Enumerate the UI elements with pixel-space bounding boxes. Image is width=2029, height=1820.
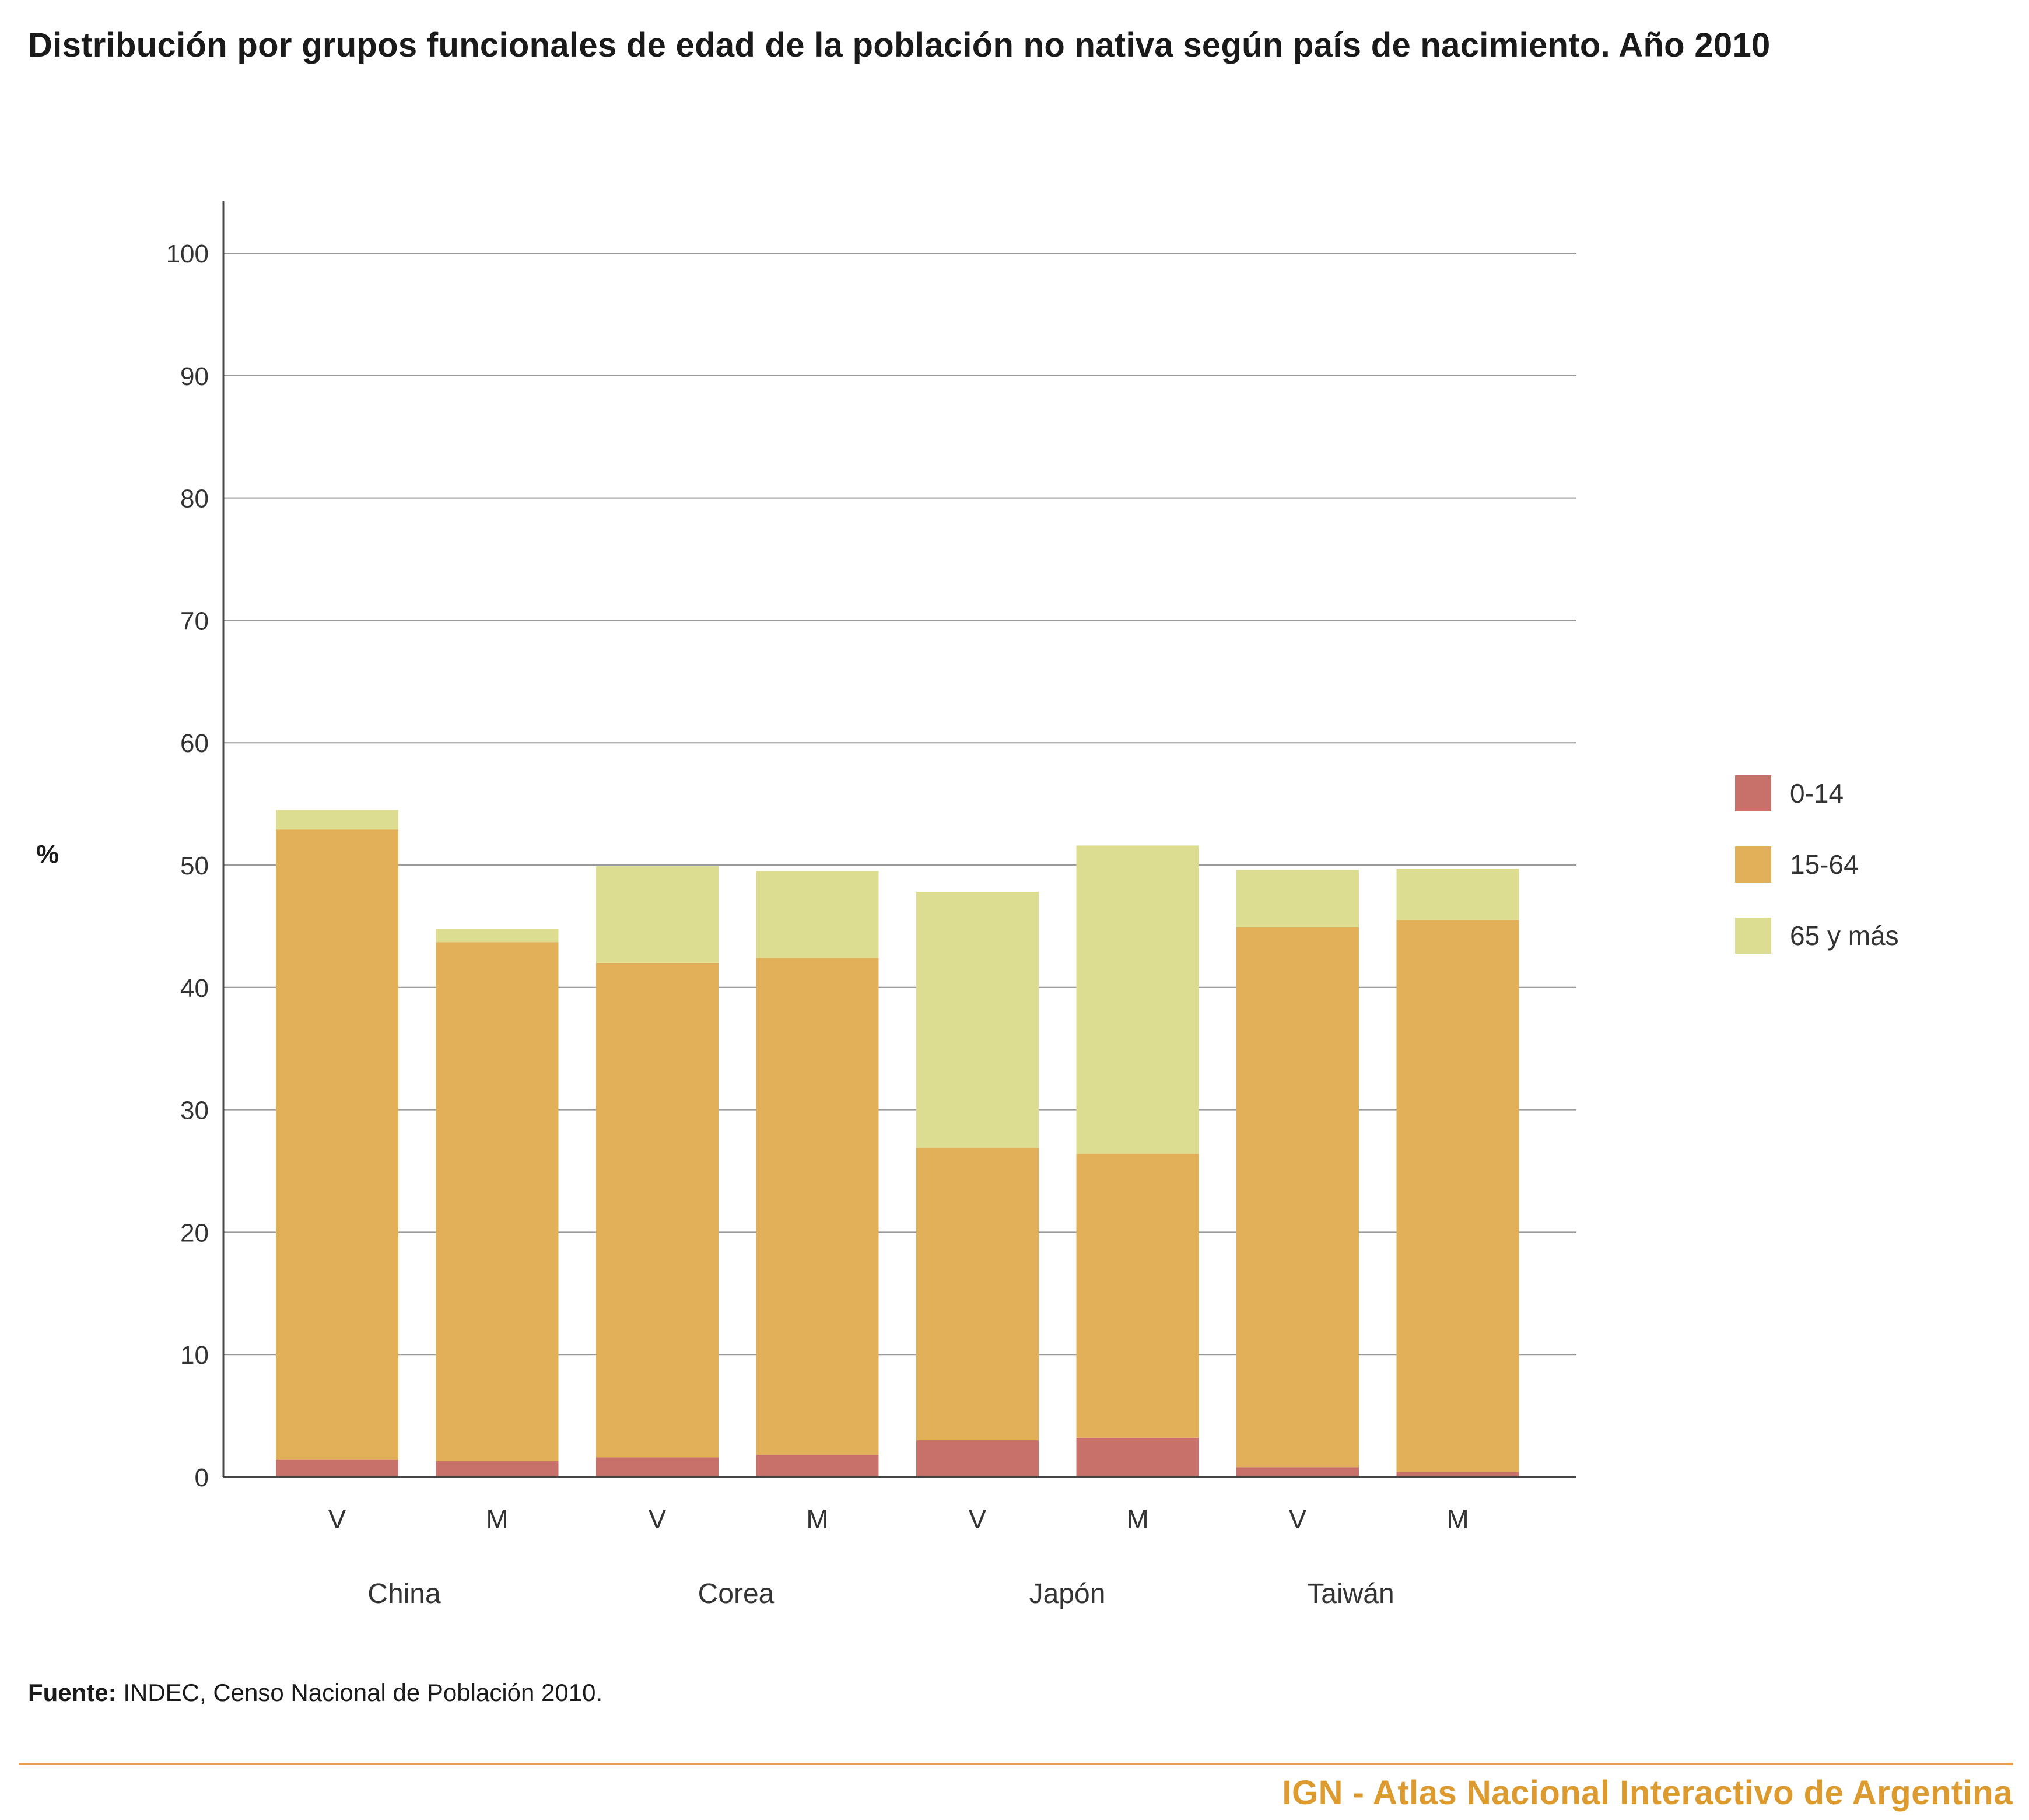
bar-3-series-2 <box>756 871 879 958</box>
bar-6-series-2 <box>1236 870 1359 928</box>
group-label-1: Corea <box>698 1578 775 1609</box>
bar-3-series-0 <box>756 1455 879 1477</box>
x-tick-label-4: V <box>969 1504 987 1534</box>
source-label: Fuente: <box>28 1679 117 1706</box>
y-tick-label-90: 90 <box>180 362 209 391</box>
bar-4-series-1 <box>916 1147 1039 1441</box>
bar-6-series-0 <box>1236 1467 1359 1477</box>
x-tick-label-7: M <box>1446 1504 1469 1534</box>
legend-label-0-14: 0-14 <box>1790 778 1844 808</box>
source-note: Fuente: INDEC, Censo Nacional de Poblaci… <box>28 1679 602 1707</box>
legend-swatch-15-64 <box>1735 846 1771 883</box>
axes <box>222 201 1576 1478</box>
y-tick-label-0: 0 <box>195 1464 209 1492</box>
bar-2-series-0 <box>596 1457 719 1477</box>
bar-7-series-1 <box>1396 920 1519 1472</box>
bar-1-series-1 <box>436 942 559 1461</box>
bar-4-series-2 <box>916 892 1039 1148</box>
bar-2-series-2 <box>596 866 719 963</box>
source-text: INDEC, Censo Nacional de Población 2010. <box>116 1679 603 1706</box>
legend-item-15-64: 15-64 <box>1735 841 1899 888</box>
bar-7-series-2 <box>1396 869 1519 921</box>
bar-0-series-0 <box>276 1460 398 1477</box>
y-tick-label-30: 30 <box>180 1097 209 1125</box>
x-tick-label-1: M <box>486 1504 508 1534</box>
y-axis-label: % <box>36 840 59 869</box>
legend-item-65-y-mas: 65 y más <box>1735 912 1899 959</box>
bar-2-series-1 <box>596 963 719 1458</box>
legend-label-15-64: 15-64 <box>1790 849 1859 880</box>
group-label-2: Japón <box>1029 1578 1106 1609</box>
y-tick-label-40: 40 <box>180 974 209 1003</box>
x-tick-label-0: V <box>328 1504 346 1534</box>
y-tick-label-20: 20 <box>180 1219 209 1247</box>
bar-6-series-1 <box>1236 927 1359 1468</box>
gridlines <box>223 253 1576 1356</box>
chart-title: Distribución por grupos funcionales de e… <box>28 26 1771 64</box>
legend-label-65-y-mas: 65 y más <box>1790 921 1899 951</box>
bar-4-series-0 <box>916 1440 1039 1477</box>
bar-5-series-0 <box>1076 1437 1199 1477</box>
y-tick-label-80: 80 <box>180 485 209 513</box>
y-tick-label-10: 10 <box>180 1341 209 1370</box>
bar-1-series-0 <box>436 1461 559 1477</box>
footer-divider <box>19 1763 2013 1765</box>
footer-credit: IGN - Atlas Nacional Interactivo de Arge… <box>1282 1774 2013 1812</box>
legend-swatch-0-14 <box>1735 775 1771 811</box>
bar-5-series-2 <box>1076 845 1199 1154</box>
legend-swatch-65-y-mas <box>1735 918 1771 954</box>
legend: 0-14 15-64 65 y más <box>1735 770 1899 984</box>
bar-1-series-2 <box>436 929 559 943</box>
bars <box>276 810 1519 1477</box>
group-label-3: Taiwán <box>1307 1578 1394 1609</box>
y-tick-label-60: 60 <box>180 729 209 758</box>
bar-0-series-2 <box>276 810 398 830</box>
labels: 0 10 20 30 40 50 60 70 80 90 100 V M V M V M V M China Corea… <box>166 240 1469 1609</box>
group-label-0: China <box>367 1578 441 1609</box>
legend-item-0-14: 0-14 <box>1735 770 1899 817</box>
y-tick-label-50: 50 <box>180 852 209 880</box>
x-tick-label-6: V <box>1289 1504 1307 1534</box>
x-tick-label-2: V <box>649 1504 667 1534</box>
y-tick-label-70: 70 <box>180 607 209 635</box>
x-tick-label-3: M <box>806 1504 828 1534</box>
bar-7-series-0 <box>1396 1472 1519 1477</box>
bar-5-series-1 <box>1076 1154 1199 1438</box>
stacked-bar-chart: 0 10 20 30 40 50 60 70 80 90 100 V M V M V M V M China Corea… <box>166 201 1576 1609</box>
x-tick-label-5: M <box>1126 1504 1148 1534</box>
bar-0-series-1 <box>276 830 398 1460</box>
bar-3-series-1 <box>756 958 879 1455</box>
y-tick-label-100: 100 <box>166 240 209 268</box>
